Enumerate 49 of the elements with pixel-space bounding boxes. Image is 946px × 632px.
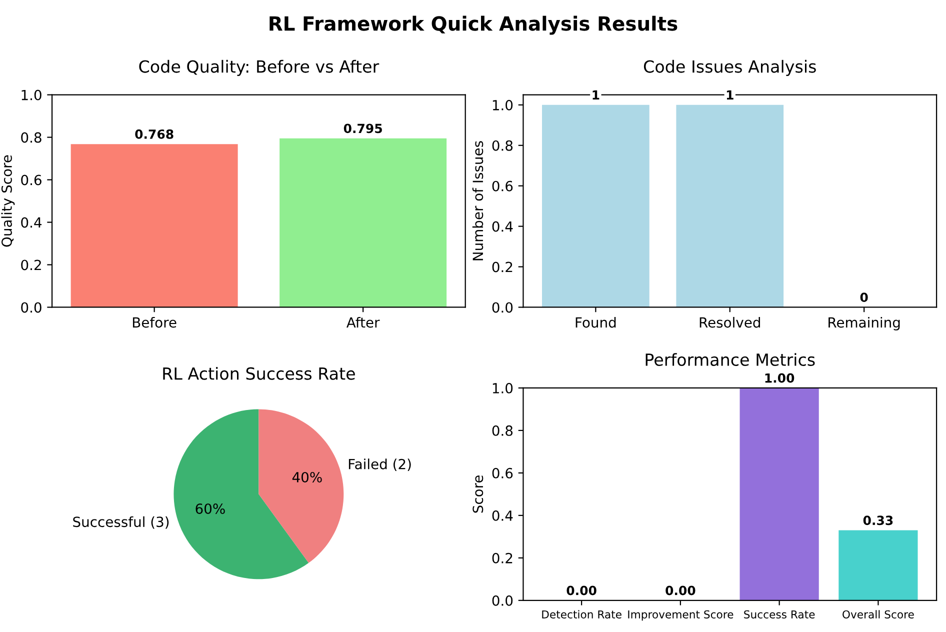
y-tick-label: 0.8 <box>492 140 513 151</box>
y-tick-label: 0.4 <box>21 217 42 228</box>
data-label: 0.795 <box>344 124 382 134</box>
y-axis-title: Score <box>472 475 484 513</box>
x-tick-label: Before <box>132 316 176 328</box>
slice-label: Failed (2) <box>348 458 411 471</box>
y-tick-label: 1.0 <box>492 100 513 110</box>
x-tick-label: Found <box>576 316 616 328</box>
data-label: 1.00 <box>765 373 794 383</box>
data-label: 0.768 <box>135 129 174 139</box>
y-tick-label: 1.0 <box>22 90 42 100</box>
pie-slice <box>258 409 344 563</box>
x-tick-label: Detection Rate <box>542 610 622 619</box>
slice-label: Successful (3) <box>73 516 169 529</box>
y-tick-label: 0.2 <box>21 260 41 270</box>
chart-title: Performance Metrics <box>646 353 815 366</box>
y-tick-label: 0.0 <box>492 595 513 606</box>
y-tick-label: 0.2 <box>492 262 512 272</box>
y-tick-label: 0.6 <box>21 174 42 186</box>
y-tick-label: 0.4 <box>492 510 513 521</box>
data-label: 0.33 <box>863 516 893 526</box>
y-axis-title: Quality Score <box>1 155 15 247</box>
y-tick-label: 0.6 <box>492 180 513 192</box>
data-label: 40% <box>292 472 322 482</box>
chart-title: RL Action Success Rate <box>163 366 355 380</box>
text: RL Framework Quick Analysis Results <box>270 16 678 35</box>
y-tick-label: 1.0 <box>492 382 513 394</box>
x-tick-label: Improvement Score <box>628 610 734 621</box>
data-label: 1 <box>592 90 600 100</box>
x-tick-label: Success Rate <box>744 610 815 619</box>
y-tick-label: 0.2 <box>492 552 512 564</box>
y-tick-label: 0.0 <box>492 302 513 313</box>
y-axis-title: Number of Issues <box>472 141 484 260</box>
y-tick-label: 0.0 <box>21 302 42 313</box>
chart-title: Code Issues Analysis <box>644 60 816 76</box>
chart-title: Code Quality: Before vs After <box>139 60 380 76</box>
data-label: 60% <box>196 503 225 514</box>
y-tick-label: 0.6 <box>492 468 513 478</box>
y-tick-label: 0.4 <box>492 221 513 232</box>
data-label: 0.00 <box>666 586 696 596</box>
x-tick-label: Resolved <box>700 316 760 328</box>
x-tick-label: After <box>346 316 380 328</box>
data-label: 0 <box>860 292 868 302</box>
y-tick-label: 0.8 <box>21 132 42 143</box>
data-label: 1 <box>726 90 734 100</box>
x-tick-label: Remaining <box>828 316 900 330</box>
y-tick-label: 0.8 <box>492 425 513 436</box>
data-label: 0.00 <box>566 586 596 596</box>
x-tick-label: Overall Score <box>842 610 914 619</box>
